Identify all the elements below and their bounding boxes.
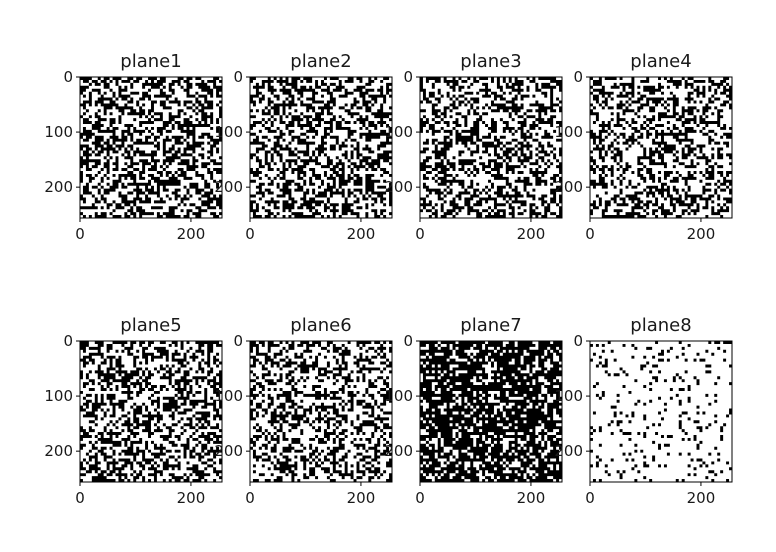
x-tick-label: 200 bbox=[347, 489, 376, 507]
x-tick-label: 0 bbox=[75, 489, 85, 507]
x-tick-label: 200 bbox=[347, 225, 376, 243]
y-tick-label: 0 bbox=[63, 68, 73, 86]
y-tick-label: 100 bbox=[554, 123, 583, 141]
bit-plane-pixels bbox=[590, 341, 732, 482]
bit-plane-pixels bbox=[250, 77, 392, 218]
x-tick-label: 200 bbox=[517, 489, 546, 507]
x-tick-label: 0 bbox=[585, 225, 595, 243]
subplot-plane3: plane3 0 100 200 0 200 bbox=[384, 51, 563, 243]
y-tick-label: 0 bbox=[63, 332, 73, 350]
y-tick-label: 200 bbox=[214, 442, 243, 460]
axes-frame bbox=[589, 340, 733, 483]
bit-plane-pixels bbox=[80, 341, 222, 482]
bit-plane-pixels bbox=[80, 77, 222, 218]
y-tick-label: 200 bbox=[554, 442, 583, 460]
axes-frame bbox=[79, 340, 223, 483]
x-tick-label: 0 bbox=[245, 489, 255, 507]
bit-plane-pixels bbox=[420, 341, 562, 482]
y-tick-label: 200 bbox=[384, 442, 413, 460]
y-tick-label: 100 bbox=[214, 123, 243, 141]
subplot-title: plane2 bbox=[290, 51, 351, 72]
y-tick-label: 100 bbox=[44, 387, 73, 405]
x-tick-label: 200 bbox=[177, 225, 206, 243]
subplot-plane6: plane6 0 100 200 0 200 bbox=[214, 315, 393, 507]
y-tick-label: 100 bbox=[554, 387, 583, 405]
subplot-title: plane4 bbox=[630, 51, 691, 72]
y-tick-label: 200 bbox=[554, 178, 583, 196]
subplot-title: plane8 bbox=[630, 315, 691, 336]
subplot-plane1: plane1 0 100 200 0 200 bbox=[44, 51, 223, 243]
y-tick-label: 0 bbox=[403, 68, 413, 86]
y-tick-label: 100 bbox=[384, 123, 413, 141]
y-tick-label: 100 bbox=[384, 387, 413, 405]
x-tick-label: 200 bbox=[177, 489, 206, 507]
subplot-title: plane6 bbox=[290, 315, 351, 336]
x-tick-label: 0 bbox=[245, 225, 255, 243]
subplot-plane2: plane2 0 100 200 0 200 bbox=[214, 51, 393, 243]
y-tick-label: 200 bbox=[384, 178, 413, 196]
bit-plane-pixels bbox=[250, 341, 392, 482]
subplot-plane5: plane5 0 100 200 0 200 bbox=[44, 315, 223, 507]
y-tick-label: 200 bbox=[214, 178, 243, 196]
x-tick-label: 0 bbox=[415, 225, 425, 243]
y-tick-label: 200 bbox=[44, 442, 73, 460]
y-tick-label: 0 bbox=[233, 332, 243, 350]
subplot-plane8: plane8 0 100 200 0 200 bbox=[554, 315, 733, 507]
y-tick-label: 100 bbox=[214, 387, 243, 405]
bit-plane-pixels bbox=[420, 77, 562, 218]
subplot-title: plane5 bbox=[120, 315, 181, 336]
subplot-title: plane7 bbox=[460, 315, 521, 336]
y-tick-label: 0 bbox=[573, 68, 583, 86]
x-tick-label: 0 bbox=[415, 489, 425, 507]
axes-frame bbox=[419, 76, 563, 219]
y-tick-label: 200 bbox=[44, 178, 73, 196]
y-tick-label: 0 bbox=[403, 332, 413, 350]
subplot-title: plane3 bbox=[460, 51, 521, 72]
x-tick-label: 200 bbox=[517, 225, 546, 243]
axes-frame bbox=[419, 340, 563, 483]
y-tick-label: 0 bbox=[233, 68, 243, 86]
axes-frame bbox=[249, 340, 393, 483]
y-tick-label: 0 bbox=[573, 332, 583, 350]
bit-plane-pixels bbox=[590, 77, 732, 218]
axes-frame bbox=[589, 76, 733, 219]
axes-frame bbox=[79, 76, 223, 219]
x-tick-label: 200 bbox=[687, 225, 716, 243]
subplot-title: plane1 bbox=[120, 51, 181, 72]
y-tick-label: 100 bbox=[44, 123, 73, 141]
axes-frame bbox=[249, 76, 393, 219]
x-tick-label: 200 bbox=[687, 489, 716, 507]
subplot-plane4: plane4 0 100 200 0 200 bbox=[554, 51, 733, 243]
subplot-plane7: plane7 0 100 200 0 200 bbox=[384, 315, 563, 507]
x-tick-label: 0 bbox=[75, 225, 85, 243]
x-tick-label: 0 bbox=[585, 489, 595, 507]
